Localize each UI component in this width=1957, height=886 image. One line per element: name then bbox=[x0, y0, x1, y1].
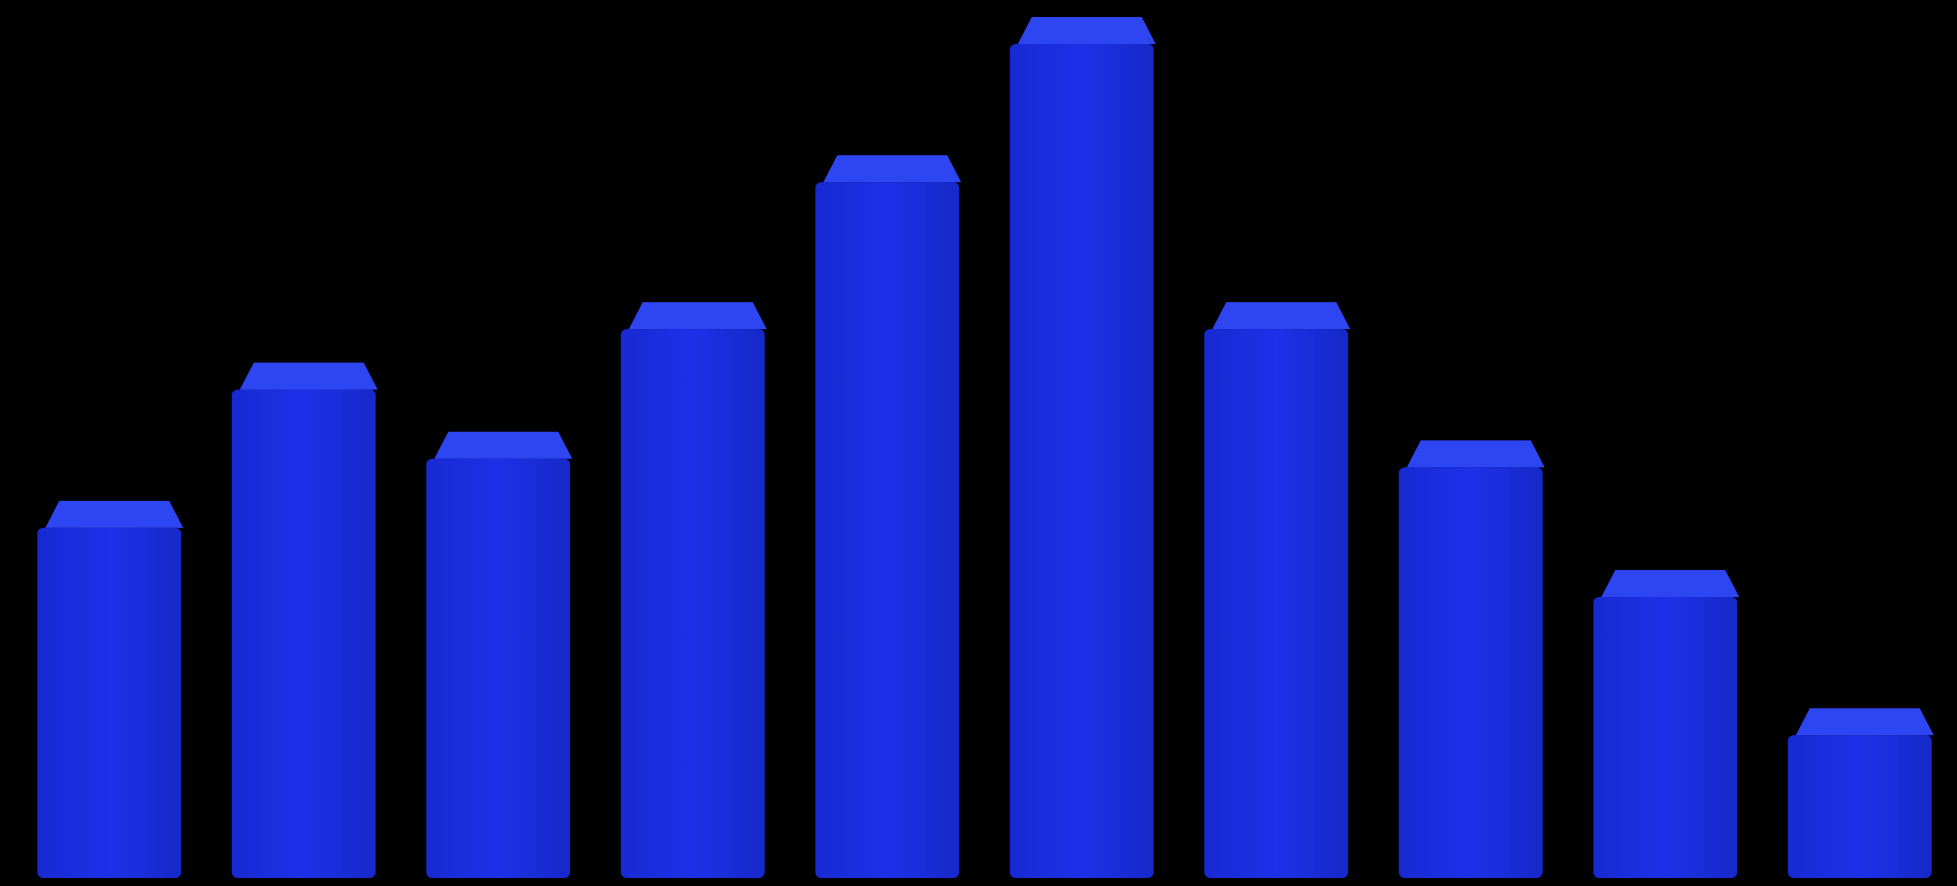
bar-top bbox=[1795, 708, 1934, 736]
bar-shade bbox=[1787, 735, 1932, 878]
bar-top bbox=[1017, 17, 1156, 44]
bar-top bbox=[434, 431, 573, 459]
bar-top bbox=[823, 155, 962, 183]
bar-top bbox=[1212, 302, 1351, 330]
bar-shade bbox=[231, 389, 376, 878]
bar-shade bbox=[1398, 467, 1543, 878]
bar-top bbox=[239, 362, 378, 390]
bar-shade bbox=[620, 329, 765, 878]
bar-shade bbox=[1204, 329, 1349, 878]
bar-shade bbox=[426, 458, 571, 878]
bar-shade bbox=[815, 182, 960, 879]
bar-shade bbox=[37, 527, 182, 878]
bar-top bbox=[1406, 440, 1545, 468]
bar-shade bbox=[1593, 596, 1738, 878]
bar-shade bbox=[1009, 44, 1154, 878]
bar-top bbox=[1601, 569, 1740, 597]
bar-top bbox=[45, 500, 184, 528]
bar-top bbox=[628, 302, 767, 330]
